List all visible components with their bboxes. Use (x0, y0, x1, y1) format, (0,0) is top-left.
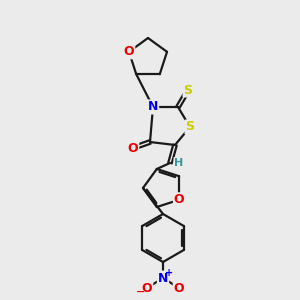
Text: −: − (136, 287, 146, 297)
Text: O: O (174, 193, 184, 206)
Text: N: N (148, 100, 158, 113)
Text: H: H (174, 158, 184, 168)
Text: O: O (142, 281, 152, 295)
Text: +: + (165, 268, 173, 278)
Text: O: O (174, 281, 184, 295)
Text: S: S (185, 121, 194, 134)
Text: O: O (128, 142, 138, 154)
Text: O: O (124, 45, 134, 58)
Text: S: S (184, 83, 193, 97)
Text: N: N (158, 272, 168, 284)
